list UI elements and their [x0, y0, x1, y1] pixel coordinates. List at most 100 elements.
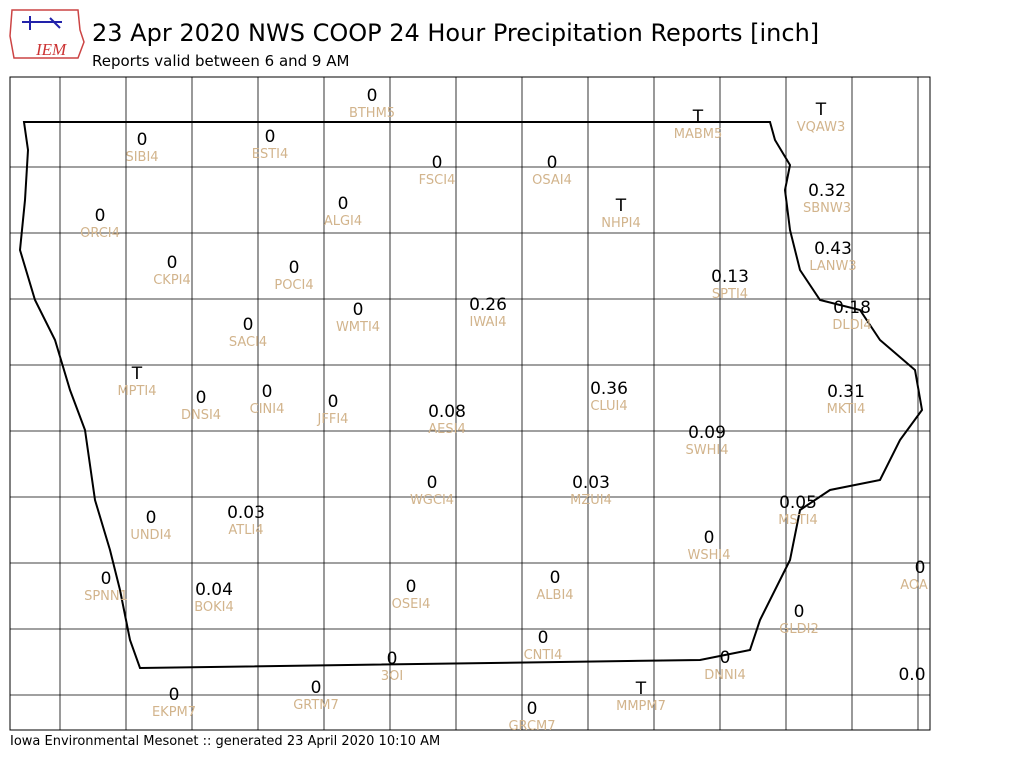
station-id: MZUI4 [570, 493, 612, 508]
station-value: 0.31 [827, 382, 865, 402]
station-value: 0 [289, 258, 300, 278]
station-id: VQAW3 [797, 120, 845, 135]
station-value: 0 [406, 577, 417, 597]
station-id: SACI4 [229, 335, 267, 350]
station-id: BTHM5 [349, 106, 395, 121]
station-value: 0.36 [590, 379, 628, 399]
county-lines [10, 77, 930, 730]
station-value: 0 [95, 206, 106, 226]
station-id: LANW3 [809, 259, 856, 274]
station-id: OSEI4 [392, 597, 431, 612]
station-value: 0 [550, 568, 561, 588]
station-value: 0.43 [814, 239, 852, 259]
station-id: ALBI4 [536, 588, 573, 603]
logo: IEM [9, 9, 85, 59]
station-id: ESTI4 [252, 147, 289, 162]
station-value: 0.09 [688, 423, 726, 443]
station-value: 0.13 [711, 267, 749, 287]
station-id: IWAI4 [470, 315, 507, 330]
station-value: 0 [243, 315, 254, 335]
station-value: 0 [427, 473, 438, 493]
station-id: OSAI4 [532, 173, 572, 188]
station-value: 0.05 [779, 493, 817, 513]
station-value: 0 [328, 392, 339, 412]
station-value: 0 [527, 699, 538, 719]
station-id: POCI4 [274, 278, 313, 293]
station-id: ALGI4 [324, 214, 362, 229]
station-value: 0 [720, 648, 731, 668]
map-frame [9, 76, 931, 731]
station-value: 0 [915, 558, 926, 578]
station-id: CKPI4 [153, 273, 191, 288]
station-value: 0 [101, 569, 112, 589]
station-value: 0 [167, 253, 178, 273]
station-value: 0.08 [428, 402, 466, 422]
station-value: T [131, 364, 143, 384]
station-value: 0.0 [898, 665, 925, 685]
station-id: WMTI4 [336, 320, 380, 335]
station-id: JFFI4 [317, 412, 349, 427]
station-id: SWHI4 [686, 443, 729, 458]
station-id: CNTI4 [524, 648, 563, 663]
station-id: SPNN1 [84, 589, 128, 604]
station-id: ATLI4 [228, 523, 263, 538]
iowa-border [18, 121, 924, 670]
station-id: AESI4 [428, 422, 465, 437]
station-value: 0.26 [469, 295, 507, 315]
station-id: ORCI4 [80, 226, 120, 241]
station-value: T [615, 196, 627, 216]
station-id: WSHI4 [688, 548, 731, 563]
station-value: 0.32 [808, 181, 846, 201]
footer: Iowa Environmental Mesonet :: generated … [10, 734, 440, 749]
station-id: DNNI4 [704, 668, 746, 683]
title: 23 Apr 2020 NWS COOP 24 Hour Precipitati… [92, 19, 819, 47]
stations: 0BTHM50SIBI40ESTI4TMABM5TVQAW30FSCI40OSA… [80, 86, 928, 734]
station-value: T [692, 107, 704, 127]
station-value: 0 [196, 388, 207, 408]
station-id: GLDI2 [779, 622, 818, 637]
station-id: DNSI4 [181, 408, 221, 423]
station-value: 0 [137, 130, 148, 150]
station-value: 0 [311, 678, 322, 698]
station-id: EKPM7 [152, 705, 196, 720]
station-value: 0 [538, 628, 549, 648]
station-id: GRCM7 [508, 719, 555, 734]
subtitle: Reports valid between 6 and 9 AM [92, 52, 349, 70]
station-value: T [815, 100, 827, 120]
station-id: SIBI4 [125, 150, 158, 165]
station-id: UNDI4 [130, 528, 171, 543]
station-value: 0.03 [572, 473, 610, 493]
station-value: 0 [353, 300, 364, 320]
station-id: NHPI4 [601, 216, 640, 231]
station-id: 3OI [381, 669, 403, 684]
station-value: 0.03 [227, 503, 265, 523]
station-value: 0 [262, 382, 273, 402]
station-id: CINI4 [250, 402, 285, 417]
station-id: MKTI4 [827, 402, 866, 417]
station-value: T [635, 679, 647, 699]
station-id: WGCI4 [410, 493, 454, 508]
station-id: DLDI4 [832, 318, 871, 333]
station-id: CLUI4 [590, 399, 627, 414]
station-value: 0 [169, 685, 180, 705]
station-id: BOKI4 [194, 600, 234, 615]
logo-text: IEM [35, 40, 67, 59]
station-id: SBNW3 [803, 201, 851, 216]
station-value: 0 [146, 508, 157, 528]
station-id: MSTI4 [778, 513, 818, 528]
station-id: MABM5 [674, 127, 723, 142]
station-value: 0 [432, 153, 443, 173]
station-id: AOA [900, 578, 928, 593]
station-id: MPTI4 [117, 384, 156, 399]
station-value: 0 [387, 649, 398, 669]
station-value: 0 [367, 86, 378, 106]
logo-icon [22, 16, 62, 30]
station-value: 0 [338, 194, 349, 214]
station-id: GRTM7 [293, 698, 339, 713]
station-value: 0 [794, 602, 805, 622]
station-value: 0.18 [833, 298, 871, 318]
station-value: 0 [704, 528, 715, 548]
station-value: 0 [547, 153, 558, 173]
